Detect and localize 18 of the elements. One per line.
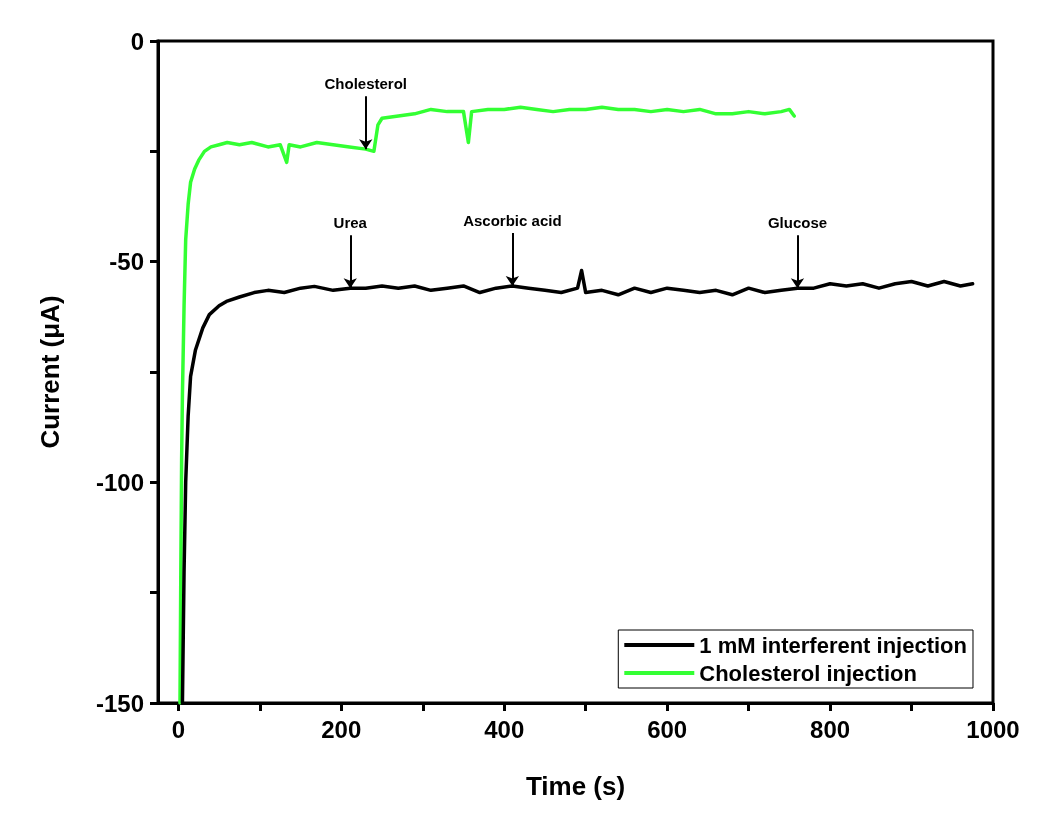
legend-label: Cholesterol injection bbox=[699, 660, 917, 686]
x-tick-label: 400 bbox=[484, 715, 525, 743]
x-tick-label: 800 bbox=[810, 715, 851, 743]
legend-label: 1 mM interferent injection bbox=[699, 632, 968, 658]
y-tick-label: -150 bbox=[95, 689, 144, 717]
annotation: Glucose bbox=[767, 214, 828, 232]
y-tick-label: -100 bbox=[95, 468, 144, 496]
x-tick-label: 200 bbox=[321, 715, 362, 743]
annotation: Urea bbox=[333, 214, 368, 232]
y-tick-label: -50 bbox=[109, 248, 144, 276]
x-axis-title: Time (s) bbox=[525, 771, 626, 801]
annotation: Ascorbic acid bbox=[463, 211, 562, 229]
x-tick-label: 600 bbox=[647, 715, 688, 743]
y-tick-label: 0 bbox=[130, 27, 144, 55]
annotation: Cholesterol bbox=[324, 75, 407, 93]
x-tick-label: 1000 bbox=[966, 715, 1020, 743]
y-axis-title: Current (μA) bbox=[35, 295, 65, 449]
x-tick-label: 0 bbox=[171, 715, 186, 743]
